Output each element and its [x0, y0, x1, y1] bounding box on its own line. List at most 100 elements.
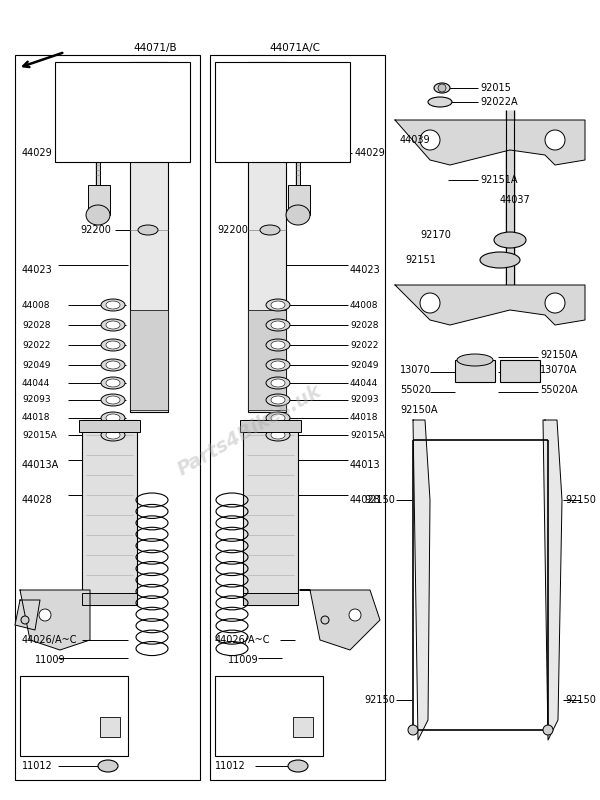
- Ellipse shape: [434, 83, 450, 93]
- Ellipse shape: [138, 225, 158, 235]
- Ellipse shape: [101, 299, 125, 311]
- Text: 11009: 11009: [35, 655, 65, 665]
- Ellipse shape: [106, 414, 120, 422]
- Text: 92028: 92028: [350, 321, 379, 330]
- Ellipse shape: [106, 321, 120, 329]
- Ellipse shape: [101, 319, 125, 331]
- Text: 92049: 92049: [350, 361, 379, 370]
- Ellipse shape: [101, 394, 125, 406]
- Bar: [88, 185, 110, 215]
- Ellipse shape: [101, 359, 125, 371]
- Text: 44039: 44039: [400, 135, 431, 145]
- Ellipse shape: [106, 341, 120, 349]
- Ellipse shape: [266, 359, 290, 371]
- Text: 92049: 92049: [22, 361, 50, 370]
- Text: 92093: 92093: [22, 395, 50, 405]
- Ellipse shape: [86, 205, 110, 225]
- Ellipse shape: [266, 377, 290, 389]
- Text: 44023: 44023: [350, 265, 381, 275]
- Text: 44013: 44013: [350, 460, 380, 470]
- Text: 44071/B: 44071/B: [133, 43, 177, 53]
- Text: 92015A: 92015A: [350, 430, 385, 439]
- Text: 92150: 92150: [565, 495, 596, 505]
- Polygon shape: [20, 590, 90, 650]
- Circle shape: [438, 84, 446, 92]
- Circle shape: [543, 725, 553, 735]
- Ellipse shape: [266, 429, 290, 441]
- Text: 92015: 92015: [480, 83, 511, 93]
- Ellipse shape: [305, 88, 325, 102]
- Circle shape: [321, 616, 329, 624]
- Ellipse shape: [266, 299, 290, 311]
- Polygon shape: [543, 420, 562, 740]
- Text: 49116: 49116: [222, 723, 251, 733]
- Ellipse shape: [266, 339, 290, 351]
- Text: 92150A: 92150A: [400, 405, 437, 415]
- Circle shape: [545, 293, 565, 313]
- Circle shape: [408, 725, 418, 735]
- Text: 92055: 92055: [62, 114, 91, 122]
- Circle shape: [21, 616, 29, 624]
- Ellipse shape: [101, 339, 125, 351]
- Bar: [248, 310, 286, 410]
- Text: 92028: 92028: [22, 321, 50, 330]
- Text: 44028: 44028: [22, 495, 53, 505]
- Text: 49116: 49116: [28, 723, 56, 733]
- Text: 44008: 44008: [22, 301, 50, 310]
- Text: 55020A: 55020A: [540, 385, 578, 395]
- Text: 44029: 44029: [355, 148, 386, 158]
- Ellipse shape: [106, 431, 120, 439]
- Ellipse shape: [480, 252, 520, 268]
- Ellipse shape: [494, 232, 526, 248]
- Bar: [20, 676, 128, 756]
- Text: 44026/A~C: 44026/A~C: [22, 635, 77, 645]
- Ellipse shape: [101, 429, 125, 441]
- Ellipse shape: [101, 412, 125, 424]
- Text: 92150: 92150: [364, 695, 395, 705]
- Text: 44044: 44044: [22, 378, 50, 387]
- Text: 55020: 55020: [400, 385, 431, 395]
- Ellipse shape: [260, 225, 280, 235]
- Text: 44037: 44037: [500, 195, 531, 205]
- Text: 92055A: 92055A: [28, 698, 63, 707]
- Ellipse shape: [271, 361, 285, 369]
- Ellipse shape: [266, 412, 290, 424]
- Text: 92009: 92009: [62, 71, 91, 81]
- Ellipse shape: [457, 354, 493, 366]
- Text: 13070: 13070: [400, 365, 431, 375]
- Text: 11012: 11012: [22, 761, 53, 771]
- Text: 92151: 92151: [405, 255, 436, 265]
- Bar: [215, 62, 350, 162]
- Ellipse shape: [271, 396, 285, 404]
- Ellipse shape: [106, 361, 120, 369]
- Text: 11012: 11012: [215, 761, 246, 771]
- Ellipse shape: [303, 68, 313, 76]
- Text: 44023: 44023: [22, 265, 53, 275]
- Text: 92093: 92093: [350, 395, 379, 405]
- Text: 92055C: 92055C: [222, 686, 257, 694]
- Polygon shape: [413, 420, 430, 740]
- Ellipse shape: [101, 377, 125, 389]
- Text: 92015A: 92015A: [22, 430, 57, 439]
- Ellipse shape: [428, 97, 452, 107]
- Text: 92022: 92022: [350, 341, 379, 350]
- Bar: [82, 420, 137, 605]
- Circle shape: [349, 609, 361, 621]
- Bar: [215, 676, 323, 756]
- Text: 92022A: 92022A: [480, 97, 518, 107]
- Text: 44026/A~C: 44026/A~C: [215, 635, 271, 645]
- Ellipse shape: [271, 341, 285, 349]
- Ellipse shape: [271, 321, 285, 329]
- Bar: [55, 62, 190, 162]
- Text: 44029: 44029: [22, 148, 53, 158]
- Bar: [210, 55, 385, 780]
- Text: 44071A/C: 44071A/C: [269, 43, 320, 53]
- Ellipse shape: [106, 379, 120, 387]
- Text: 92055: 92055: [222, 114, 251, 122]
- Text: 92200: 92200: [80, 225, 111, 235]
- Ellipse shape: [266, 319, 290, 331]
- Text: 44018: 44018: [22, 414, 50, 422]
- Text: 92055C: 92055C: [28, 686, 63, 694]
- Bar: [100, 717, 120, 737]
- Polygon shape: [300, 590, 380, 650]
